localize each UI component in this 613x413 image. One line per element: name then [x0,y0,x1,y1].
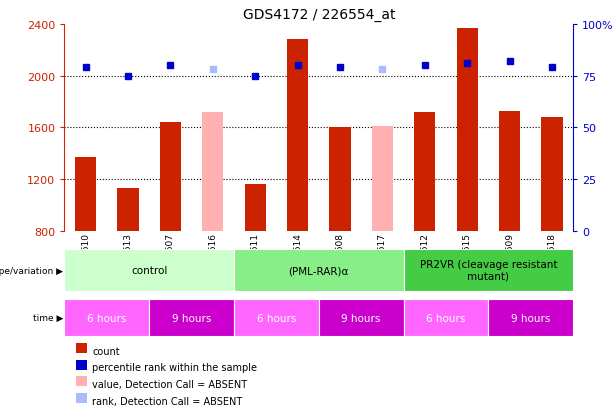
Text: 6 hours: 6 hours [87,313,126,323]
Bar [64,250,234,291]
Bar [403,299,489,337]
Bar [329,128,351,231]
Text: 9 hours: 9 hours [511,313,550,323]
Text: 6 hours: 6 hours [257,313,296,323]
Bar [371,127,393,231]
Bar [287,40,308,231]
Text: 6 hours: 6 hours [426,313,466,323]
Text: percentile rank within the sample: percentile rank within the sample [92,363,257,373]
Bar [499,111,520,231]
Text: time ▶: time ▶ [32,313,63,323]
Text: genotype/variation ▶: genotype/variation ▶ [0,266,63,275]
Bar [75,344,86,354]
Text: 9 hours: 9 hours [341,313,381,323]
Bar [75,393,86,403]
Bar [403,250,573,291]
Bar [149,299,234,337]
Title: GDS4172 / 226554_at: GDS4172 / 226554_at [243,8,395,22]
Text: rank, Detection Call = ABSENT: rank, Detection Call = ABSENT [92,396,242,406]
Bar [117,189,139,231]
Text: value, Detection Call = ABSENT: value, Detection Call = ABSENT [92,379,247,389]
Bar [457,28,478,231]
Text: 9 hours: 9 hours [172,313,211,323]
Bar [64,299,149,337]
Bar [541,118,563,231]
Text: control: control [131,266,167,275]
Bar [160,123,181,231]
Bar [319,299,403,337]
Bar [489,299,573,337]
Bar [202,113,223,231]
Text: count: count [92,346,120,356]
Bar [75,377,86,387]
Bar [414,113,435,231]
Bar [234,299,319,337]
Text: (PML-RAR)α: (PML-RAR)α [289,266,349,275]
Bar [75,360,86,370]
Bar [75,158,96,231]
Bar [245,184,266,231]
Bar [234,250,403,291]
Text: PR2VR (cleavage resistant
mutant): PR2VR (cleavage resistant mutant) [420,260,557,281]
